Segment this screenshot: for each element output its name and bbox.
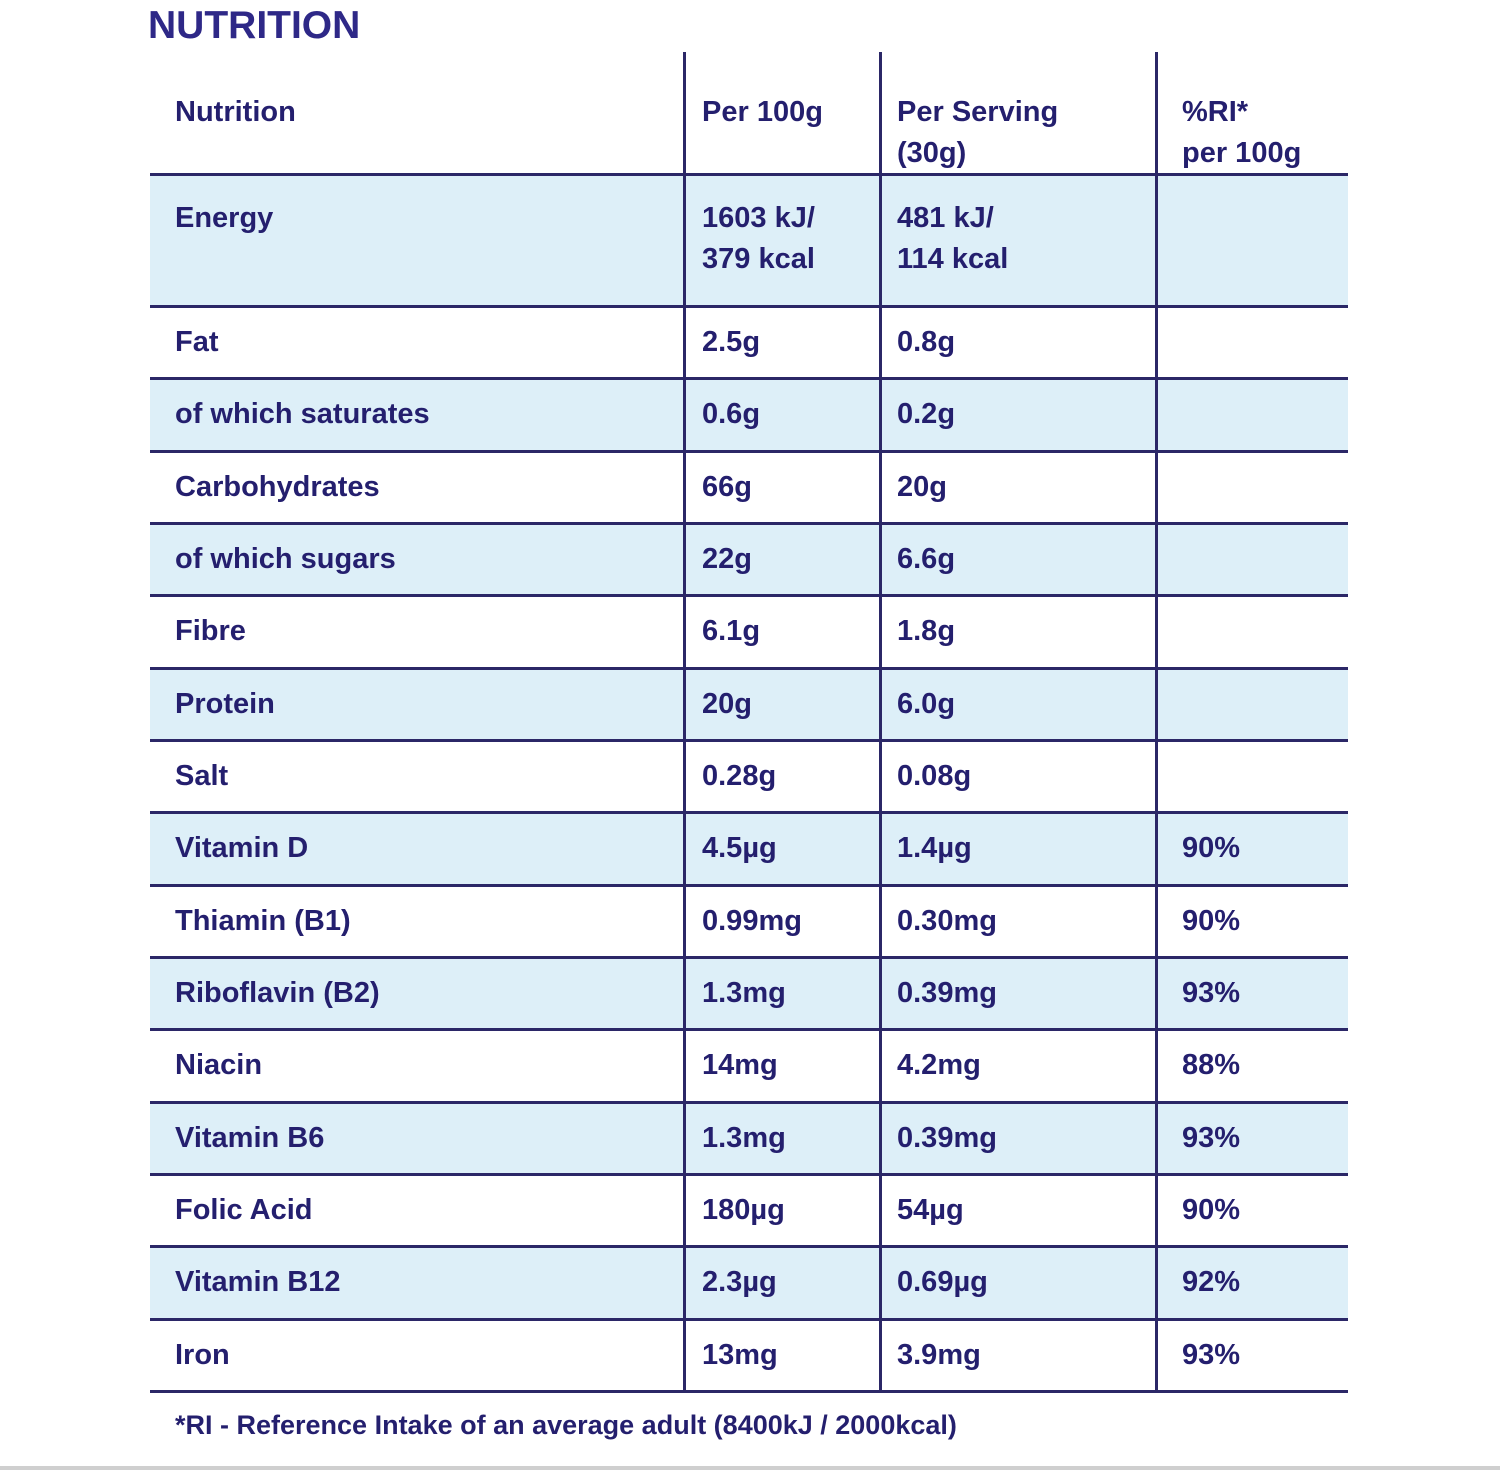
value-per-serving: 54µg bbox=[879, 1175, 1155, 1246]
value-ri-per-100g bbox=[1155, 308, 1348, 378]
value-per-100g: 6.1g bbox=[683, 597, 879, 667]
value-ri-per-100g bbox=[1155, 597, 1348, 667]
value-per-100g: 180µg bbox=[683, 1175, 879, 1246]
row-label: of which sugars bbox=[175, 543, 396, 576]
value-per-serving: 0.08g bbox=[879, 741, 1155, 812]
table-row-iron: Iron 13mg 3.9mg 93% bbox=[150, 1317, 1348, 1390]
row-label: Iron bbox=[175, 1338, 230, 1371]
table-row-fat: Fat 2.5g 0.8g bbox=[150, 305, 1348, 378]
value-ri-per-100g bbox=[1155, 524, 1348, 595]
value-ri-per-100g: 93% bbox=[1155, 1320, 1348, 1390]
value-per-serving: 0.8g bbox=[879, 308, 1155, 378]
row-label: Salt bbox=[175, 760, 229, 793]
value-per-100g: 0.99mg bbox=[683, 886, 879, 956]
row-label: Fibre bbox=[175, 615, 246, 648]
value-per-100g: 2.5g bbox=[683, 308, 879, 378]
value-per-100g: 4.5µg bbox=[683, 814, 879, 884]
row-label: Thiamin (B1) bbox=[175, 904, 351, 937]
value-per-serving: 1.8g bbox=[879, 597, 1155, 667]
value-per-serving: 0.30mg bbox=[879, 886, 1155, 956]
value-per-100g: 66g bbox=[683, 452, 879, 522]
table-row-vitamin-b12: Vitamin B12 2.3µg 0.69µg 92% bbox=[150, 1245, 1348, 1318]
value-ri-per-100g: 93% bbox=[1155, 958, 1348, 1029]
table-row-niacin: Niacin 14mg 4.2mg 88% bbox=[150, 1028, 1348, 1101]
value-ri-per-100g bbox=[1155, 669, 1348, 739]
table-row-salt: Salt 0.28g 0.08g bbox=[150, 738, 1348, 812]
value-ri-per-100g bbox=[1155, 380, 1348, 450]
row-label: Carbohydrates bbox=[175, 470, 380, 503]
value-per-100g: 22g bbox=[683, 524, 879, 595]
value-per-100g: 20g bbox=[683, 669, 879, 739]
table-row-protein: Protein 20g 6.0g bbox=[150, 666, 1348, 739]
row-label: Vitamin B12 bbox=[175, 1266, 341, 1299]
table-row-energy: Energy 1603 kJ/ 379 kcal 481 kJ/ 114 kca… bbox=[150, 173, 1348, 305]
row-label: Folic Acid bbox=[175, 1194, 313, 1227]
value-ri-per-100g bbox=[1155, 452, 1348, 522]
value-per-serving: 3.9mg bbox=[879, 1320, 1155, 1390]
table-row-vitamin-d: Vitamin D 4.5µg 1.4µg 90% bbox=[150, 811, 1348, 884]
value-ri-per-100g: 90% bbox=[1155, 814, 1348, 884]
column-header-ri-per-100g: %RI* per 100g bbox=[1155, 52, 1348, 175]
value-ri-per-100g bbox=[1155, 741, 1348, 812]
reference-intake-footnote: *RI - Reference Intake of an average adu… bbox=[175, 1410, 957, 1440]
value-ri-per-100g: 88% bbox=[1155, 1031, 1348, 1101]
table-row-folic-acid: Folic Acid 180µg 54µg 90% bbox=[150, 1172, 1348, 1246]
row-label: Riboflavin (B2) bbox=[175, 977, 380, 1010]
table-row-sugars: of which sugars 22g 6.6g bbox=[150, 521, 1348, 595]
value-per-100g: 1.3mg bbox=[683, 958, 879, 1029]
column-header-per-100g: Per 100g bbox=[683, 52, 879, 175]
table-row-thiamin: Thiamin (B1) 0.99mg 0.30mg 90% bbox=[150, 883, 1348, 956]
bottom-edge-strip bbox=[0, 1466, 1500, 1470]
value-per-serving: 0.39mg bbox=[879, 958, 1155, 1029]
value-ri-per-100g bbox=[1155, 176, 1348, 305]
value-per-serving: 0.39mg bbox=[879, 1103, 1155, 1173]
value-per-serving: 481 kJ/ 114 kcal bbox=[879, 176, 1155, 305]
value-per-serving: 1.4µg bbox=[879, 814, 1155, 884]
value-per-100g: 0.6g bbox=[683, 380, 879, 450]
value-per-100g: 1.3mg bbox=[683, 1103, 879, 1173]
column-header-nutrition: Nutrition bbox=[175, 96, 296, 128]
value-per-100g: 13mg bbox=[683, 1320, 879, 1390]
value-per-serving: 0.69µg bbox=[879, 1248, 1155, 1318]
value-per-100g: 0.28g bbox=[683, 741, 879, 812]
table-row-carbohydrates: Carbohydrates 66g 20g bbox=[150, 449, 1348, 522]
value-per-serving: 4.2mg bbox=[879, 1031, 1155, 1101]
value-ri-per-100g: 92% bbox=[1155, 1248, 1348, 1318]
page-title: NUTRITION bbox=[148, 4, 361, 47]
value-per-100g: 2.3µg bbox=[683, 1248, 879, 1318]
table-header-row: Nutrition Per 100g Per Serving (30g) %RI… bbox=[150, 52, 1348, 175]
value-per-100g: 14mg bbox=[683, 1031, 879, 1101]
table-row-fibre: Fibre 6.1g 1.8g bbox=[150, 594, 1348, 667]
row-label: Protein bbox=[175, 687, 275, 720]
row-label: of which saturates bbox=[175, 398, 430, 431]
row-label: Vitamin B6 bbox=[175, 1121, 325, 1154]
value-per-100g: 1603 kJ/ 379 kcal bbox=[683, 176, 879, 305]
table-row-riboflavin: Riboflavin (B2) 1.3mg 0.39mg 93% bbox=[150, 955, 1348, 1029]
value-per-serving: 0.2g bbox=[879, 380, 1155, 450]
value-per-serving: 6.0g bbox=[879, 669, 1155, 739]
nutrition-table: Nutrition Per 100g Per Serving (30g) %RI… bbox=[150, 52, 1348, 1393]
row-label: Vitamin D bbox=[175, 832, 309, 865]
column-header-per-serving: Per Serving (30g) bbox=[879, 52, 1155, 175]
row-label: Fat bbox=[175, 326, 219, 359]
table-row-saturates: of which saturates 0.6g 0.2g bbox=[150, 377, 1348, 450]
value-ri-per-100g: 90% bbox=[1155, 1175, 1348, 1246]
row-label: Energy bbox=[175, 202, 274, 234]
value-per-serving: 20g bbox=[879, 452, 1155, 522]
row-label: Niacin bbox=[175, 1049, 263, 1082]
value-ri-per-100g: 93% bbox=[1155, 1103, 1348, 1173]
table-row-vitamin-b6: Vitamin B6 1.3mg 0.39mg 93% bbox=[150, 1100, 1348, 1173]
value-ri-per-100g: 90% bbox=[1155, 886, 1348, 956]
value-per-serving: 6.6g bbox=[879, 524, 1155, 595]
